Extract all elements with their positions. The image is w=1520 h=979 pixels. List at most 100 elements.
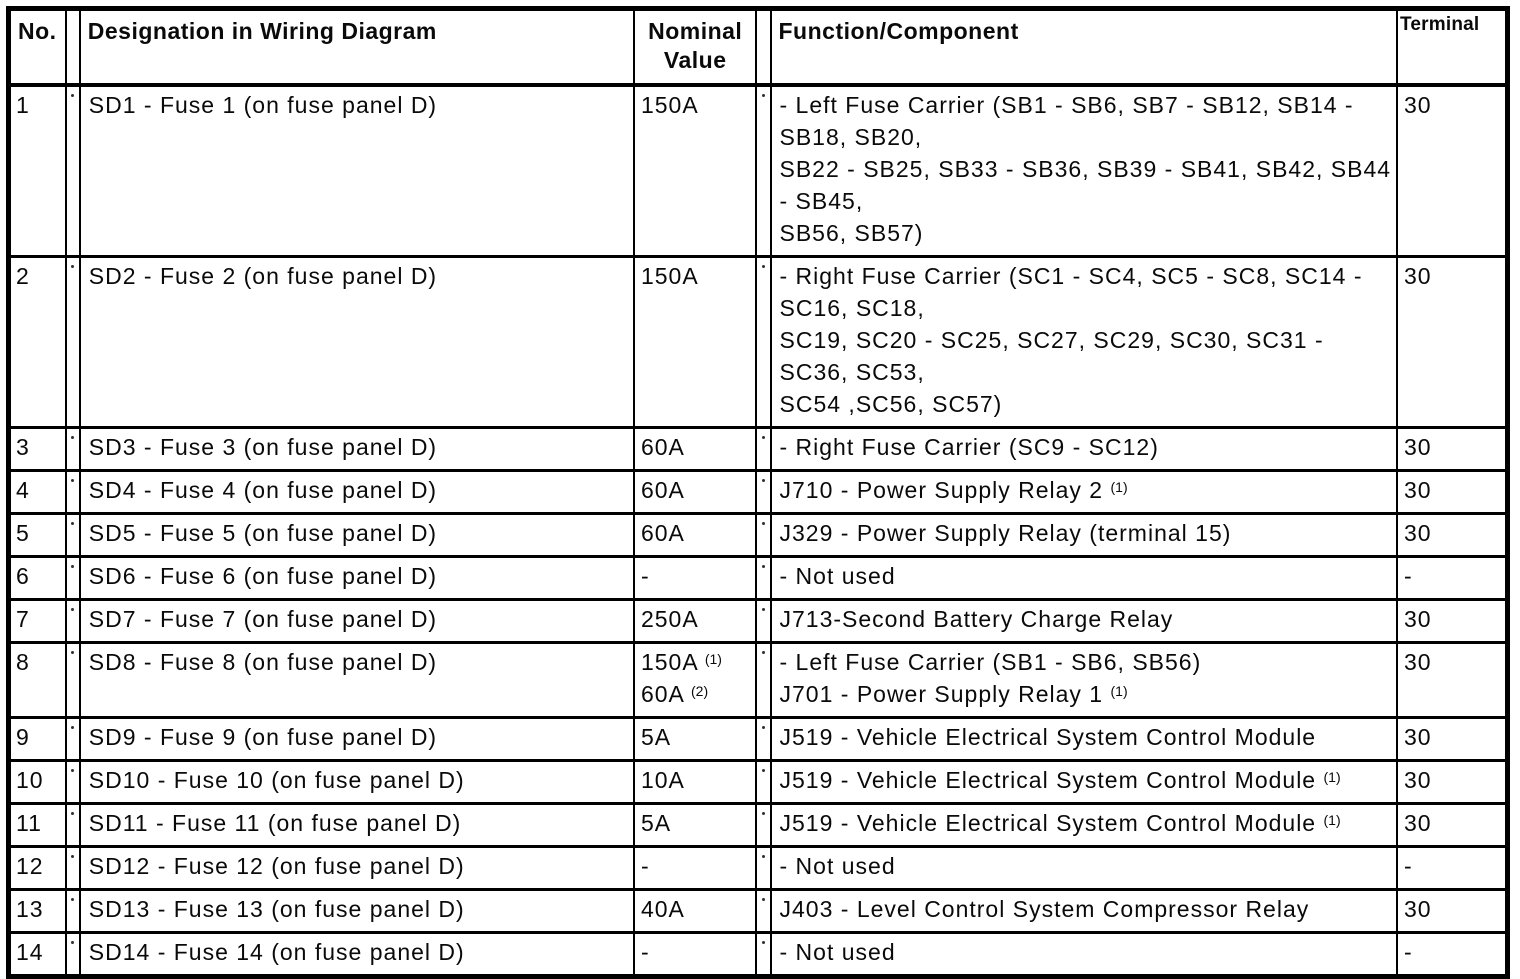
col-header-spacer-right — [755, 7, 772, 87]
spacer-cell — [755, 802, 772, 848]
cell-line: SC54 ,SC56, SC57) — [779, 391, 1003, 417]
cell-terminal: - — [1396, 845, 1509, 891]
scan-dot — [761, 565, 765, 568]
spacer-cell — [64, 255, 81, 429]
footnote-marker: (1) — [1110, 682, 1128, 699]
cell-line: 60A — [640, 477, 685, 503]
header-row: No. Designation in Wiring Diagram Nomina… — [7, 7, 1509, 87]
table-row: 11 SD11 - Fuse 11 (on fuse panel D) 5A J519… — [7, 802, 1509, 848]
cell-nominal-value: 250A — [632, 598, 758, 644]
cell-nominal-value: - — [632, 931, 758, 978]
spacer-cell — [64, 716, 81, 762]
spacer-cell — [755, 845, 772, 891]
cell-designation: SD2 - Fuse 2 (on fuse panel D) — [78, 255, 635, 429]
cell-function-component: - Right Fuse Carrier (SC9 - SC12) — [769, 426, 1398, 472]
cell-line: J329 - Power Supply Relay (terminal 15) — [779, 520, 1232, 546]
spacer-cell — [64, 512, 81, 558]
cell-function-component: J519 - Vehicle Electrical System Control… — [769, 759, 1398, 805]
scan-dot — [761, 941, 765, 944]
cell-line: - Right Fuse Carrier (SC9 - SC12) — [779, 434, 1159, 460]
spacer-cell — [64, 426, 81, 472]
cell-nominal-value: 150A — [632, 83, 758, 258]
cell-terminal: 30 — [1396, 716, 1509, 762]
spacer-cell — [755, 83, 772, 258]
cell-no: 11 — [7, 802, 67, 848]
cell-line: - Not used — [779, 939, 896, 965]
table-row: 13 SD13 - Fuse 13 (on fuse panel D) 40A J40… — [7, 888, 1509, 934]
cell-nominal-value: 40A — [632, 888, 758, 934]
cell-terminal: - — [1396, 931, 1509, 978]
table-header: No. Designation in Wiring Diagram Nomina… — [7, 7, 1509, 87]
spacer-cell — [64, 641, 81, 719]
cell-line: J710 - Power Supply Relay 2 (1) — [779, 477, 1128, 503]
cell-designation: SD9 - Fuse 9 (on fuse panel D) — [78, 716, 635, 762]
spacer-cell — [755, 512, 772, 558]
scan-dot — [71, 265, 75, 268]
scan-dot — [71, 769, 75, 772]
scan-dot — [71, 436, 75, 439]
cell-line: 60A (2) — [640, 681, 709, 707]
cell-designation: SD6 - Fuse 6 (on fuse panel D) — [78, 555, 635, 601]
cell-line: 150A — [640, 92, 699, 118]
cell-line: - — [640, 563, 650, 589]
table-row: 14 SD14 - Fuse 14 (on fuse panel D) - - Not… — [7, 931, 1509, 978]
fuse-table: No. Designation in Wiring Diagram Nomina… — [6, 6, 1510, 979]
cell-line: J519 - Vehicle Electrical System Control… — [779, 724, 1317, 750]
cell-line: - Right Fuse Carrier (SC1 - SC4, SC5 - S… — [779, 263, 1363, 289]
cell-line: 5A — [640, 724, 672, 750]
cell-designation: SD13 - Fuse 13 (on fuse panel D) — [78, 888, 635, 934]
cell-line: - Left Fuse Carrier (SB1 - SB6, SB56) — [779, 649, 1202, 675]
cell-function-component: - Not used — [769, 555, 1398, 601]
cell-line: J519 - Vehicle Electrical System Control… — [779, 810, 1341, 836]
cell-nominal-value: - — [632, 845, 758, 891]
cell-function-component: - Left Fuse Carrier (SB1 - SB6, SB56) J70… — [769, 641, 1398, 719]
scan-dot — [761, 726, 765, 729]
cell-no: 10 — [7, 759, 67, 805]
spacer-cell — [755, 255, 772, 429]
spacer-cell — [64, 888, 81, 934]
cell-nominal-value: 5A — [632, 716, 758, 762]
cell-designation: SD11 - Fuse 11 (on fuse panel D) — [78, 802, 635, 848]
cell-terminal: 30 — [1396, 802, 1509, 848]
cell-function-component: - Not used — [769, 845, 1398, 891]
spacer-cell — [755, 555, 772, 601]
cell-designation: SD12 - Fuse 12 (on fuse panel D) — [78, 845, 635, 891]
cell-nominal-value: 60A — [632, 469, 758, 515]
cell-line: 10A — [640, 767, 685, 793]
cell-line: SC36, SC53, — [779, 359, 925, 385]
cell-no: 5 — [7, 512, 67, 558]
spacer-cell — [64, 931, 81, 978]
cell-function-component: J519 - Vehicle Electrical System Control… — [769, 802, 1398, 848]
cell-function-component: J519 - Vehicle Electrical System Control… — [769, 716, 1398, 762]
cell-designation: SD10 - Fuse 10 (on fuse panel D) — [78, 759, 635, 805]
cell-line: 5A — [640, 810, 672, 836]
cell-line: - — [640, 853, 650, 879]
cell-line: 60A — [640, 434, 685, 460]
spacer-cell — [755, 426, 772, 472]
cell-line: J519 - Vehicle Electrical System Control… — [779, 767, 1341, 793]
scan-dot — [761, 898, 765, 901]
cell-function-component: J403 - Level Control System Compressor R… — [769, 888, 1398, 934]
cell-terminal: 30 — [1396, 255, 1509, 429]
cell-no: 3 — [7, 426, 67, 472]
table-row: 7 SD7 - Fuse 7 (on fuse panel D) 250A J713-… — [7, 598, 1509, 644]
cell-line: - Not used — [779, 563, 896, 589]
scan-dot — [71, 812, 75, 815]
cell-line: - — [640, 939, 650, 965]
cell-nominal-value: 10A — [632, 759, 758, 805]
cell-function-component: J713-Second Battery Charge Relay — [769, 598, 1398, 644]
cell-nominal-value: 150A — [632, 255, 758, 429]
col-header-terminal: Terminal — [1396, 7, 1509, 87]
spacer-cell — [64, 759, 81, 805]
table-row: 3 SD3 - Fuse 3 (on fuse panel D) 60A - Righ… — [7, 426, 1509, 472]
cell-line: SC19, SC20 - SC25, SC27, SC29, SC30, SC3… — [779, 327, 1324, 353]
cell-terminal: 30 — [1396, 888, 1509, 934]
table-row: 10 SD10 - Fuse 10 (on fuse panel D) 10A J51… — [7, 759, 1509, 805]
spacer-cell — [64, 83, 81, 258]
table-row: 8 SD8 - Fuse 8 (on fuse panel D) 150A (1) 6… — [7, 641, 1509, 719]
table-row: 1 SD1 - Fuse 1 (on fuse panel D) 150A - Lef… — [7, 83, 1509, 258]
scan-dot — [761, 94, 765, 97]
spacer-cell — [64, 469, 81, 515]
cell-line: J713-Second Battery Charge Relay — [779, 606, 1174, 632]
col-header-designation: Designation in Wiring Diagram — [78, 7, 635, 87]
